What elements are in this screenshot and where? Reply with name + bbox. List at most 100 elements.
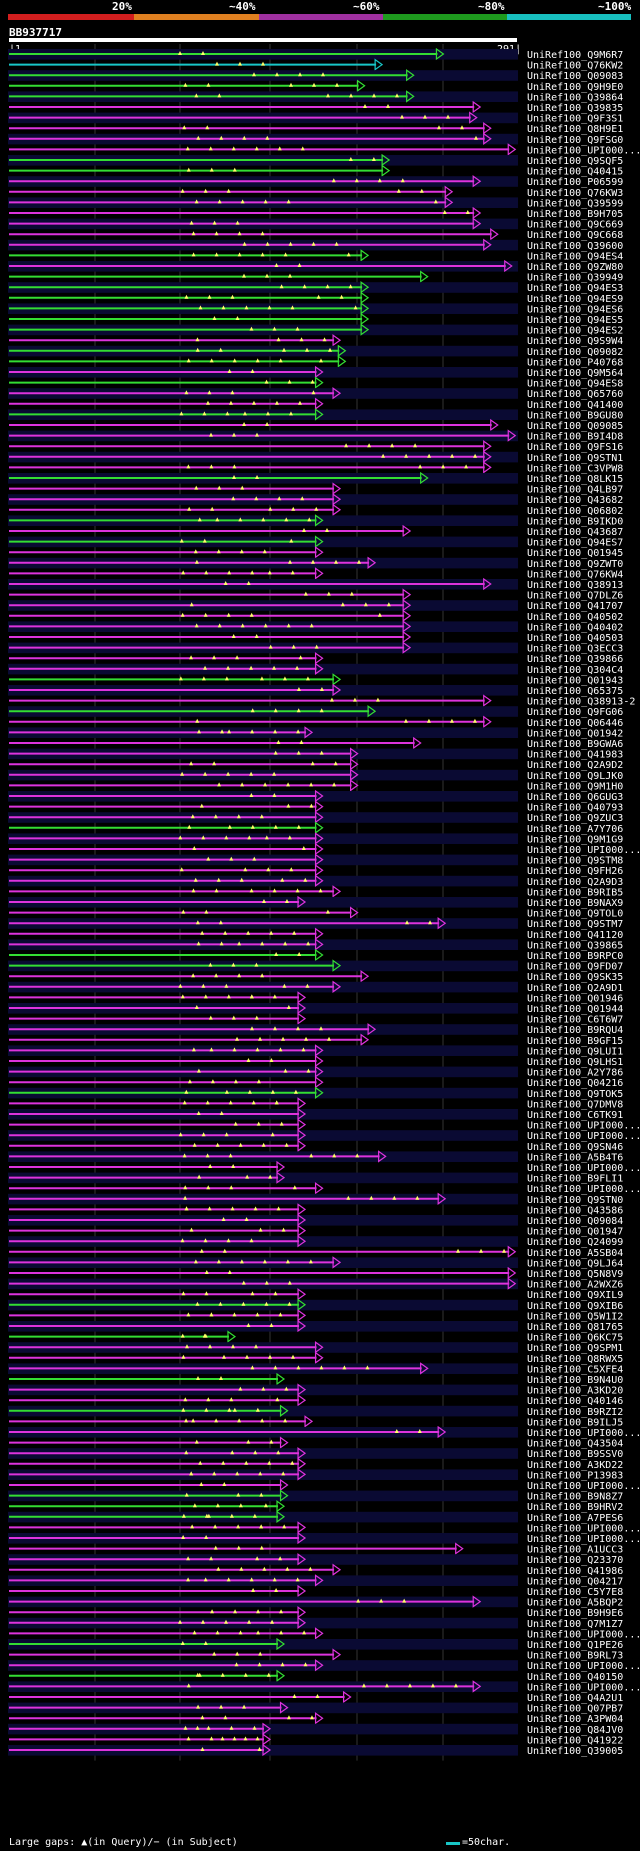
hit-label: UniRef100_A3KD22 [527,1460,623,1471]
gap-marker [208,146,213,151]
hit-arrow [297,1288,307,1301]
hit-arrow [314,1712,324,1725]
gap-marker [242,411,247,416]
gap-marker [291,1354,296,1359]
gap-marker [283,1068,288,1073]
gap-marker [254,962,259,967]
gap-marker [287,1301,292,1306]
hit-label: UniRef100_Q9STN0 [527,1195,623,1206]
gap-marker [269,1439,274,1444]
hit-label: UniRef100_Q3ECC3 [527,644,623,655]
gap-marker [254,1344,259,1349]
footer-legend: Large gaps: ▲(in Query)/− (in Subject) =… [0,1836,640,1851]
hit-arrow [360,291,370,304]
hit-arrow [420,270,429,283]
gap-marker [260,941,265,946]
hit-label: UniRef100_Q8RWX5 [527,1354,623,1365]
gap-marker [178,676,183,681]
hit-arrow [367,705,377,718]
gap-marker [428,920,433,925]
gap-marker [246,1439,251,1444]
gap-marker [230,1450,235,1455]
hit-arrow [349,906,359,919]
gap-marker [249,665,254,670]
gap-marker [180,771,185,776]
hit-label: UniRef100_Q65375 [527,686,623,697]
gap-marker [311,559,316,564]
gap-marker [273,1291,278,1296]
hit-label: UniRef100_Q9XIB6 [527,1301,623,1312]
gap-marker [390,443,395,448]
gap-marker [319,1365,324,1370]
gap-marker [315,1694,320,1698]
gap-marker [263,199,268,204]
gap-marker [220,729,225,734]
hit-arrow [314,546,324,559]
hit-label: UniRef100_Q43687 [527,527,623,538]
gap-marker [217,782,222,787]
gap-marker [208,1164,213,1168]
gap-marker [197,517,202,522]
hit-arrow [297,1107,307,1121]
gap-marker [402,1598,407,1603]
gap-marker [273,729,278,734]
hit-label: UniRef100_Q43586 [527,1205,623,1216]
hit-arrow [314,789,324,803]
gap-marker [259,1492,264,1497]
gap-marker [196,135,201,140]
hit-label: UniRef100_Q09084 [527,1216,623,1227]
hit-arrow [297,1309,307,1322]
gap-marker [212,761,217,766]
hit-label: UniRef100_Q94ES2 [527,326,623,337]
gap-marker [267,305,272,310]
hit-arrow [483,694,492,707]
hit-label: UniRef100_Q01945 [527,548,623,559]
gap-marker [403,718,408,723]
gap-marker [185,1344,190,1349]
gap-marker [255,1556,260,1561]
gap-marker [208,1344,213,1349]
gap-marker [250,1026,255,1031]
gap-marker [273,750,278,755]
gap-marker [295,1577,300,1582]
hit-arrow [357,79,366,92]
gap-marker [290,570,295,575]
gap-marker [191,1418,196,1423]
gap-marker [192,846,197,850]
hit-arrow [483,461,492,474]
gap-marker [262,1566,267,1571]
gap-marker [272,994,277,999]
gap-marker [249,1577,254,1582]
gap-marker [268,644,273,649]
hit-arrow [507,1266,517,1280]
hit-arrow [402,620,412,633]
gap-marker [306,1068,311,1073]
hit-arrow [314,864,324,877]
gap-marker [279,284,284,289]
hit-arrow [314,1054,324,1068]
gap-marker [194,623,199,628]
hit-label: UniRef100_Q9M6R7 [527,50,623,61]
hit-arrow [276,1510,286,1523]
hit-arrow [406,69,415,82]
hit-arrow [297,1447,307,1460]
gap-marker [255,1047,260,1052]
hit-arrow [444,185,454,198]
hit-arrow [297,1457,307,1470]
gap-marker [189,1227,194,1232]
hit-label: UniRef100_Q24099 [527,1237,623,1248]
gap-marker [246,1323,251,1327]
hit-arrow [314,927,324,940]
gap-marker [204,570,209,575]
hit-arrow [337,344,347,357]
gap-marker [232,167,237,172]
gap-marker [250,369,255,373]
gap-marker [308,1259,313,1264]
gap-marker [235,220,240,225]
gap-marker [355,1153,360,1158]
gap-marker [264,379,269,384]
gap-marker [204,1535,209,1539]
gap-marker [182,1100,187,1105]
gap-marker [196,1068,201,1073]
gap-marker [442,210,447,214]
